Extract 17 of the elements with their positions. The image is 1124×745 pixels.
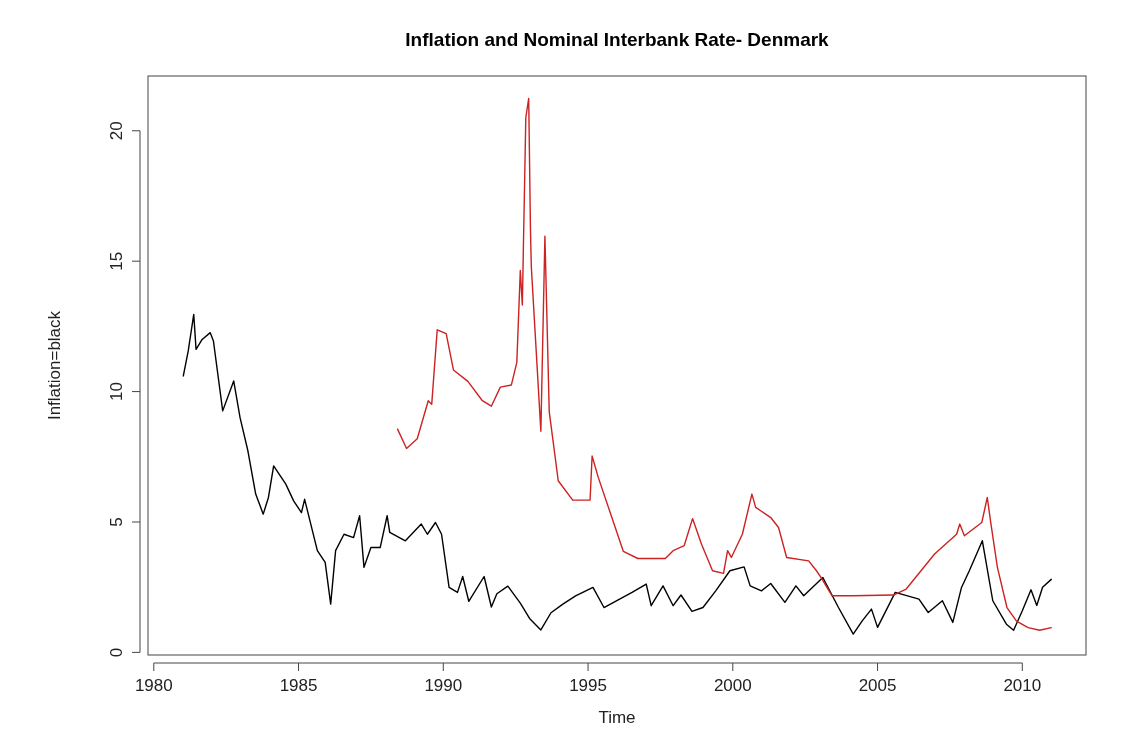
- x-tick-label: 1980: [134, 676, 173, 695]
- y-tick-label: 10: [107, 382, 126, 402]
- y-axis-title: Inflation=black: [45, 310, 64, 421]
- x-tick-label: 2000: [713, 676, 752, 695]
- x-tick-label: 1995: [569, 676, 607, 695]
- x-tick-label: 1985: [279, 676, 318, 695]
- y-tick-label: 5: [107, 517, 126, 527]
- y-tick-label: 15: [107, 251, 126, 271]
- x-tick-label: 2005: [858, 676, 897, 695]
- y-tick-label: 20: [107, 121, 126, 141]
- y-tick-label: 0: [107, 647, 126, 658]
- x-axis-title: Time: [598, 708, 636, 727]
- x-tick-label: 2010: [1003, 676, 1042, 695]
- line-series: [396, 97, 1052, 631]
- chart-title: Inflation and Nominal Interbank Rate- Denmark: [405, 29, 830, 50]
- x-tick-label: 1990: [424, 676, 463, 695]
- line-series: [182, 313, 1052, 635]
